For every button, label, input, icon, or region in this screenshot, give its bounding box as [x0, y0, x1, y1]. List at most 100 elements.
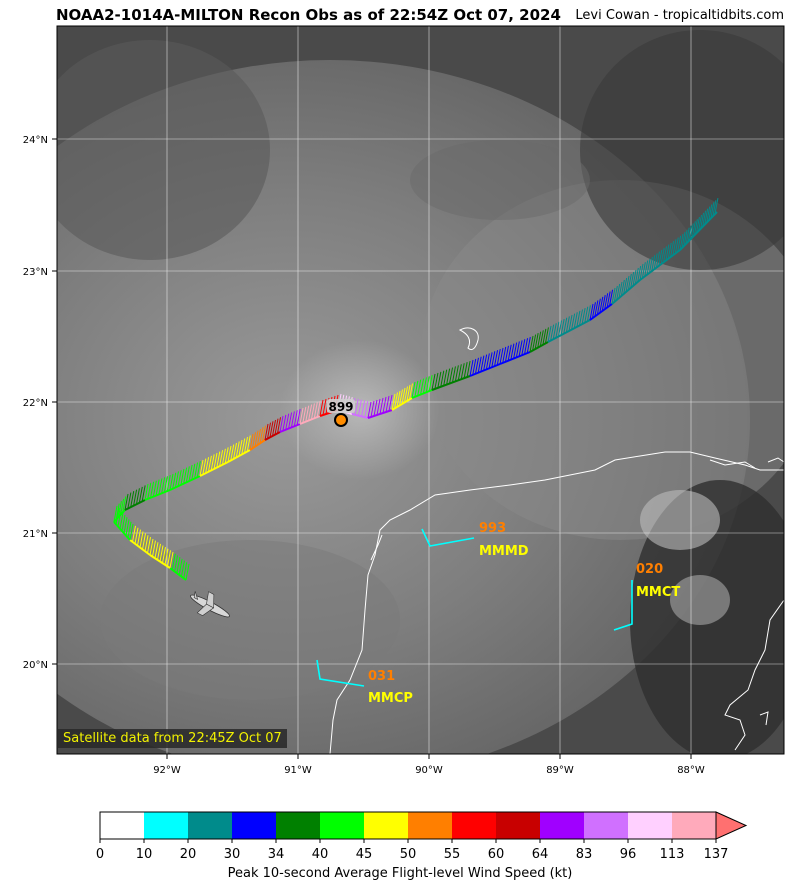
storm-center: 899: [327, 399, 355, 427]
wind-barb: [634, 267, 639, 285]
track-segment: [529, 341, 549, 353]
wind-barb: [496, 348, 501, 366]
track-segment: [169, 567, 187, 581]
colorbar-segment: [232, 812, 276, 839]
wind-barb: [180, 468, 185, 486]
colorbar-tick-label: 113: [660, 847, 685, 862]
wind-barb: [544, 327, 549, 344]
track-segment: [411, 389, 433, 399]
wind-barb: [616, 283, 621, 301]
wind-barb: [205, 457, 210, 474]
wind-barb: [488, 352, 493, 369]
colorbar-tick-label: 83: [576, 847, 593, 862]
wind-barb: [627, 273, 632, 291]
colorbar-tick-label: 0: [96, 847, 104, 862]
wind-barb: [409, 383, 413, 400]
wind-barb: [653, 253, 658, 270]
wind-barb: [454, 365, 459, 382]
wind-barb: [288, 412, 293, 429]
wind-barb: [174, 555, 179, 572]
track-segment: [469, 363, 501, 377]
wind-barb: [515, 341, 520, 358]
wind-barb: [460, 363, 465, 380]
wind-barb: [147, 537, 151, 554]
wind-barb: [169, 551, 174, 569]
wind-barb: [176, 557, 181, 574]
wind-barb: [596, 298, 601, 315]
wind-barb: [113, 505, 118, 523]
wind-barb: [667, 242, 672, 259]
wind-barb: [670, 240, 675, 258]
wind-barb: [244, 436, 248, 454]
wind-barb: [159, 545, 164, 562]
gridlines: [57, 26, 784, 754]
wind-barb: [388, 394, 393, 412]
wind-barb: [469, 359, 474, 377]
wind-barb: [241, 438, 246, 455]
wind-barb: [537, 331, 542, 348]
wind-barb: [494, 350, 499, 367]
wind-barb: [199, 459, 204, 477]
station-value-mmct: 020: [636, 562, 663, 577]
wind-barb: [133, 489, 138, 506]
wind-barb: [308, 404, 313, 421]
wind-barb: [157, 543, 161, 560]
wind-barb: [316, 401, 321, 418]
wind-barb: [124, 493, 129, 511]
wind-barb: [305, 405, 310, 422]
colorbar-segment: [496, 812, 540, 839]
lat-tick-labels: 24°N 23°N 22°N 21°N 20°N: [23, 135, 48, 671]
wind-barb: [568, 314, 573, 332]
wind-barb: [560, 319, 565, 336]
lon-tick: 91°W: [284, 765, 312, 776]
wind-barb: [354, 398, 359, 415]
wind-barb: [171, 553, 176, 570]
wind-barb: [123, 517, 128, 534]
wind-barb: [385, 395, 390, 413]
wind-barb: [518, 340, 523, 357]
wind-barb: [431, 373, 436, 391]
wind-barb: [233, 442, 237, 460]
wind-barb: [425, 376, 430, 393]
track-segment: [611, 279, 641, 305]
wind-barb: [117, 501, 122, 518]
wind-barb: [558, 320, 562, 337]
wind-barb: [174, 471, 179, 488]
colorbar-segment: [320, 812, 364, 839]
wind-barb: [677, 235, 682, 252]
wind-barb: [485, 353, 490, 370]
wind-barb: [135, 488, 140, 505]
lon-tick: 88°W: [677, 765, 705, 776]
wind-barb: [221, 448, 226, 465]
wind-barb: [639, 263, 644, 281]
wind-barb: [122, 496, 127, 513]
lon-tick: 89°W: [546, 765, 574, 776]
station-value-mmcp: 031: [368, 669, 395, 684]
wind-barb: [446, 368, 451, 385]
wind-barb: [216, 451, 221, 468]
wind-barb: [130, 491, 135, 508]
wind-barb: [542, 328, 547, 345]
wind-barb: [679, 233, 684, 251]
wind-barb: [370, 400, 375, 418]
lon-tick: 92°W: [153, 765, 181, 776]
lon-tick-labels: 92°W 91°W 90°W 89°W 88°W: [153, 765, 705, 776]
wind-barb: [613, 285, 618, 303]
wind-barb: [483, 354, 488, 371]
wind-barb: [132, 525, 136, 542]
wind-barb: [290, 411, 295, 428]
colorbar-tick-label: 50: [400, 847, 417, 862]
wind-barb: [658, 249, 663, 266]
colorbar-tick-label: 20: [180, 847, 197, 862]
wind-barb: [164, 548, 169, 565]
wind-barb: [373, 399, 378, 417]
station-labels: 993 MMMD 020 MMCT 031 MMCP: [368, 521, 680, 706]
wind-barb: [704, 208, 709, 225]
wind-barb: [632, 269, 637, 287]
track-segment: [499, 351, 531, 365]
wind-barb: [411, 381, 416, 399]
colorbar-segment: [628, 812, 672, 839]
wind-barb: [210, 454, 215, 471]
colorbar-tick-label: 10: [136, 847, 153, 862]
wind-barb: [163, 476, 168, 493]
